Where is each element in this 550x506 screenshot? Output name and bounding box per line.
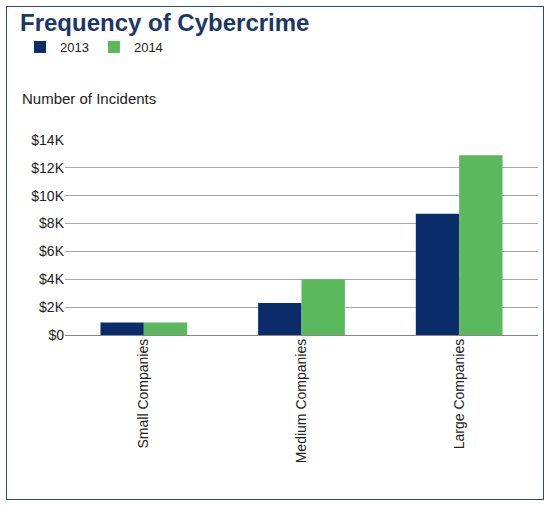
- svg-text:2013: 2013: [60, 40, 89, 55]
- svg-text:$4K: $4K: [39, 271, 65, 287]
- svg-text:$6K: $6K: [39, 243, 65, 259]
- svg-text:2014: 2014: [134, 40, 163, 55]
- svg-text:Large Companies: Large Companies: [451, 339, 467, 450]
- svg-text:$14K: $14K: [31, 132, 64, 148]
- svg-text:Medium Companies: Medium Companies: [293, 339, 309, 464]
- svg-text:Number of Incidents: Number of Incidents: [22, 90, 156, 107]
- svg-text:$12K: $12K: [31, 160, 64, 176]
- svg-text:Frequency of Cybercrime: Frequency of Cybercrime: [20, 9, 309, 36]
- svg-text:$8K: $8K: [39, 215, 65, 231]
- svg-text:Small Companies: Small Companies: [135, 339, 151, 449]
- svg-text:$0: $0: [48, 327, 64, 343]
- svg-text:$10K: $10K: [31, 188, 64, 204]
- svg-text:$2K: $2K: [39, 299, 65, 315]
